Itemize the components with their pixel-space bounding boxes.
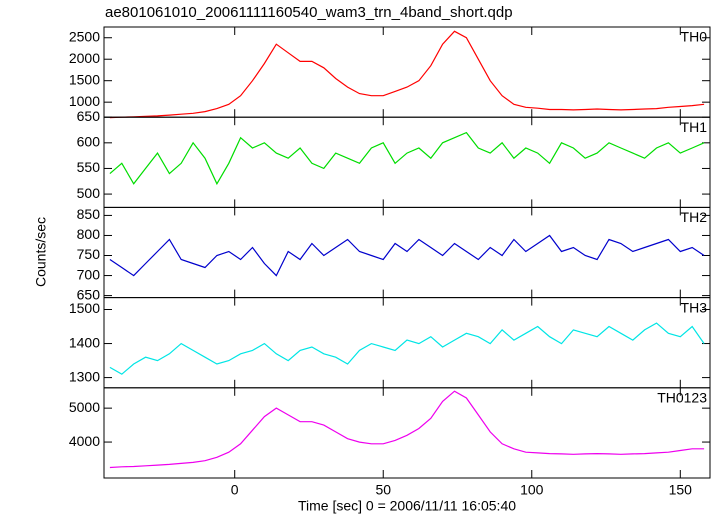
panel-label: TH0123: [657, 390, 707, 406]
data-line: [109, 30, 705, 119]
panel-frame: [103, 206, 711, 299]
x-tick-label: 50: [375, 482, 391, 498]
y-tick-label: 650: [77, 286, 101, 302]
y-tick-label: 700: [77, 266, 101, 282]
panel-label: TH3: [681, 299, 708, 315]
x-axis-label: Time [sec] 0 = 2006/11/11 16:05:40: [298, 498, 516, 514]
x-tick-label: 150: [669, 482, 693, 498]
y-axis-label: Counts/sec: [33, 217, 49, 287]
y-tick-label: 750: [77, 246, 101, 262]
y-tick-label: 550: [77, 159, 101, 175]
panel-frame: [103, 387, 711, 479]
y-tick-label: 2500: [69, 28, 100, 44]
y-tick-label: 800: [77, 226, 101, 242]
chart-title: ae801061010_20061111160540_wam3_trn_4ban…: [105, 4, 513, 21]
panel-frame: [103, 297, 711, 389]
y-tick-label: 4000: [69, 433, 100, 449]
y-tick-label: 1500: [69, 300, 100, 316]
y-tick-label: 500: [77, 185, 101, 201]
y-tick-label: 850: [77, 206, 101, 222]
y-tick-label: 1500: [69, 71, 100, 87]
y-tick-label: 1000: [69, 93, 100, 109]
y-tick-label: 2000: [69, 50, 100, 66]
y-tick-label: 1400: [69, 334, 100, 350]
x-tick-label: 0: [231, 482, 239, 498]
panel-label: TH0: [681, 29, 708, 45]
data-line: [109, 390, 705, 469]
y-tick-label: 600: [77, 134, 101, 150]
data-line: [109, 234, 705, 277]
panel-frame: [103, 26, 711, 118]
y-tick-label: 5000: [69, 399, 100, 415]
data-line: [109, 322, 705, 375]
x-tick-label: 100: [520, 482, 544, 498]
panel-frame: [103, 116, 711, 208]
y-tick-label: 1300: [69, 368, 100, 384]
panel-label: TH1: [681, 119, 708, 135]
y-tick-label: 650: [77, 108, 101, 124]
panel-label: TH2: [681, 209, 708, 225]
data-line: [109, 131, 705, 186]
